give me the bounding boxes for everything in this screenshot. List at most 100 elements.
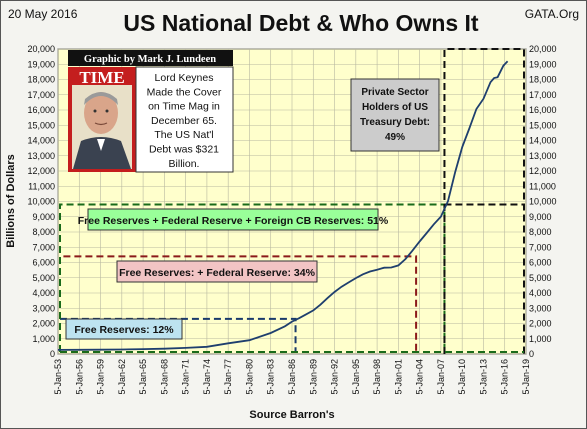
source-site-label: GATA.Org xyxy=(525,7,579,21)
x-tick-label: 5-Jan-16 xyxy=(500,359,510,395)
y-tick-label-right: 0 xyxy=(529,349,534,359)
y-tick-label-right: 1,000 xyxy=(529,334,552,344)
y-tick-label-left: 18,000 xyxy=(27,75,55,85)
y-tick-label-right: 9,000 xyxy=(529,212,552,222)
x-axis-title: Source Barron's xyxy=(249,409,334,421)
keynes-note-line: December 65. xyxy=(151,115,217,127)
y-tick-label-left: 6,000 xyxy=(32,258,55,268)
private-text-line: Private Sector xyxy=(361,87,428,98)
y-tick-label-left: 16,000 xyxy=(27,105,55,115)
x-tick-label: 5-Jan-83 xyxy=(266,359,276,395)
keynes-note-text: Lord Keynes Made the Cover on Time Mag in D… xyxy=(147,72,222,170)
private-sector-box xyxy=(350,78,440,152)
y-tick-label-left: 5,000 xyxy=(32,273,55,283)
green-reserves-box xyxy=(87,208,379,231)
red-reserves-label: Free Reserves: + Federal Reserve: 34% xyxy=(119,267,315,279)
y-tick-label-left: 4,000 xyxy=(32,288,55,298)
y-tick-label-left: 14,000 xyxy=(27,136,55,146)
x-tick-label: 5-Jan-10 xyxy=(457,359,467,395)
x-tick-label: 5-Jan-74 xyxy=(202,359,212,395)
y-tick-label-right: 4,000 xyxy=(529,288,552,298)
y-tick-label-right: 3,000 xyxy=(529,303,552,313)
blue-reserves-label: Free Reserves: 12% xyxy=(74,324,174,336)
credit-banner xyxy=(68,50,233,66)
blue-reserves-box xyxy=(65,318,183,340)
x-tick-label: 5-Jan-95 xyxy=(351,359,361,395)
y-tick-label-left: 0 xyxy=(50,349,55,359)
y-tick-label-left: 2,000 xyxy=(32,319,55,329)
y-tick-label-right: 20,000 xyxy=(529,44,557,54)
keynes-note-line: The US Nat'l xyxy=(154,129,213,141)
keynes-note-line: Debt was $321 xyxy=(149,144,219,156)
time-magazine-cover xyxy=(68,67,136,172)
red-reserves-box xyxy=(116,260,318,283)
x-tick-label: 5-Jan-68 xyxy=(159,359,169,395)
y-tick-label-right: 16,000 xyxy=(529,105,557,115)
y-tick-label-right: 7,000 xyxy=(529,242,552,252)
y-tick-label-right: 19,000 xyxy=(529,59,557,69)
x-tick-label: 5-Jan-89 xyxy=(308,359,318,395)
y-tick-label-left: 10,000 xyxy=(27,197,55,207)
x-tick-label: 5-Jan-80 xyxy=(244,359,254,395)
y-tick-label-right: 15,000 xyxy=(529,120,557,130)
y-tick-label-right: 11,000 xyxy=(529,181,556,191)
x-tick-label: 5-Jan-13 xyxy=(478,359,488,395)
y-tick-label-right: 6,000 xyxy=(529,258,552,268)
keynes-note-line: on Time Mag in xyxy=(148,101,220,113)
x-tick-label: 5-Jan-71 xyxy=(181,359,191,395)
y-tick-label-left: 3,000 xyxy=(32,303,55,313)
x-tick-label: 5-Jan-07 xyxy=(436,359,446,395)
private-text-line: Holders of US xyxy=(362,102,428,113)
x-tick-label: 5-Jan-65 xyxy=(138,359,148,395)
date-label: 20 May 2016 xyxy=(8,7,78,21)
x-tick-label: 5-Jan-53 xyxy=(53,359,63,395)
y-tick-label-right: 14,000 xyxy=(529,136,557,146)
ownership-level-lines xyxy=(59,48,525,354)
chart-title: US National Debt & Who Owns It xyxy=(123,10,479,36)
x-tick-label: 5-Jan-98 xyxy=(372,359,382,395)
y-tick-label-left: 19,000 xyxy=(27,59,55,69)
x-tick-label: 5-Jan-86 xyxy=(287,359,297,395)
keynes-note-line: Billion. xyxy=(169,158,200,170)
y-tick-label-left: 12,000 xyxy=(27,166,55,176)
x-tick-label: 5-Jan-77 xyxy=(223,359,233,395)
keynes-note-line: Lord Keynes xyxy=(155,72,214,84)
foreign-cb-level xyxy=(59,203,446,352)
x-tick-label: 5-Jan-19 xyxy=(521,359,531,395)
y-tick-label-right: 13,000 xyxy=(529,151,557,161)
y-axis-left: 0 1,000 2,000 3,000 4,000 5,000 6,000 7,000 8,00… xyxy=(27,44,55,359)
x-tick-label: 5-Jan-92 xyxy=(330,359,340,395)
y-tick-label-right: 2,000 xyxy=(529,319,552,329)
keynes-note-line: Made the Cover xyxy=(147,86,222,98)
debt-series-line xyxy=(57,60,509,351)
y-tick-label-right: 12,000 xyxy=(529,166,557,176)
x-tick-label: 5-Jan-59 xyxy=(96,359,106,395)
private-sector-level xyxy=(443,48,525,354)
y-axis-right: 0 1,000 2,000 3,000 4,000 5,000 6,000 7,000 8,00… xyxy=(529,44,557,359)
private-text-line: 49% xyxy=(385,132,405,143)
y-tick-label-right: 5,000 xyxy=(529,273,552,283)
x-tick-label: 5-Jan-04 xyxy=(415,359,425,395)
y-tick-label-left: 1,000 xyxy=(32,334,55,344)
y-tick-label-right: 8,000 xyxy=(529,227,552,237)
y-tick-label-left: 13,000 xyxy=(27,151,55,161)
y-tick-label-left: 17,000 xyxy=(27,90,55,100)
y-tick-label-left: 7,000 xyxy=(32,242,55,252)
x-tick-label: 5-Jan-56 xyxy=(74,359,84,395)
green-reserves-label: Free Reserves + Federal Reserve + Foreig… xyxy=(78,215,389,227)
x-tick-label: 5-Jan-01 xyxy=(393,359,403,395)
y-tick-label-left: 9,000 xyxy=(32,212,55,222)
x-axis: 5-Jan-53 5-Jan-56 5-Jan-59 5-Jan-62 5-Jan-65… xyxy=(53,359,531,395)
time-masthead: TIME xyxy=(79,68,124,87)
private-text-line: Treasury Debt: xyxy=(360,117,430,128)
y-tick-label-right: 10,000 xyxy=(529,197,557,207)
y-tick-label-left: 20,000 xyxy=(27,44,55,54)
keynes-note-box xyxy=(135,66,234,173)
x-tick-label: 5-Jan-62 xyxy=(117,359,127,395)
private-sector-text: Private Sector Holders of US Treasury Debt… xyxy=(360,87,430,143)
y-tick-label-left: 15,000 xyxy=(27,120,55,130)
y-tick-label-left: 8,000 xyxy=(32,227,55,237)
y-tick-label-right: 17,000 xyxy=(529,90,557,100)
